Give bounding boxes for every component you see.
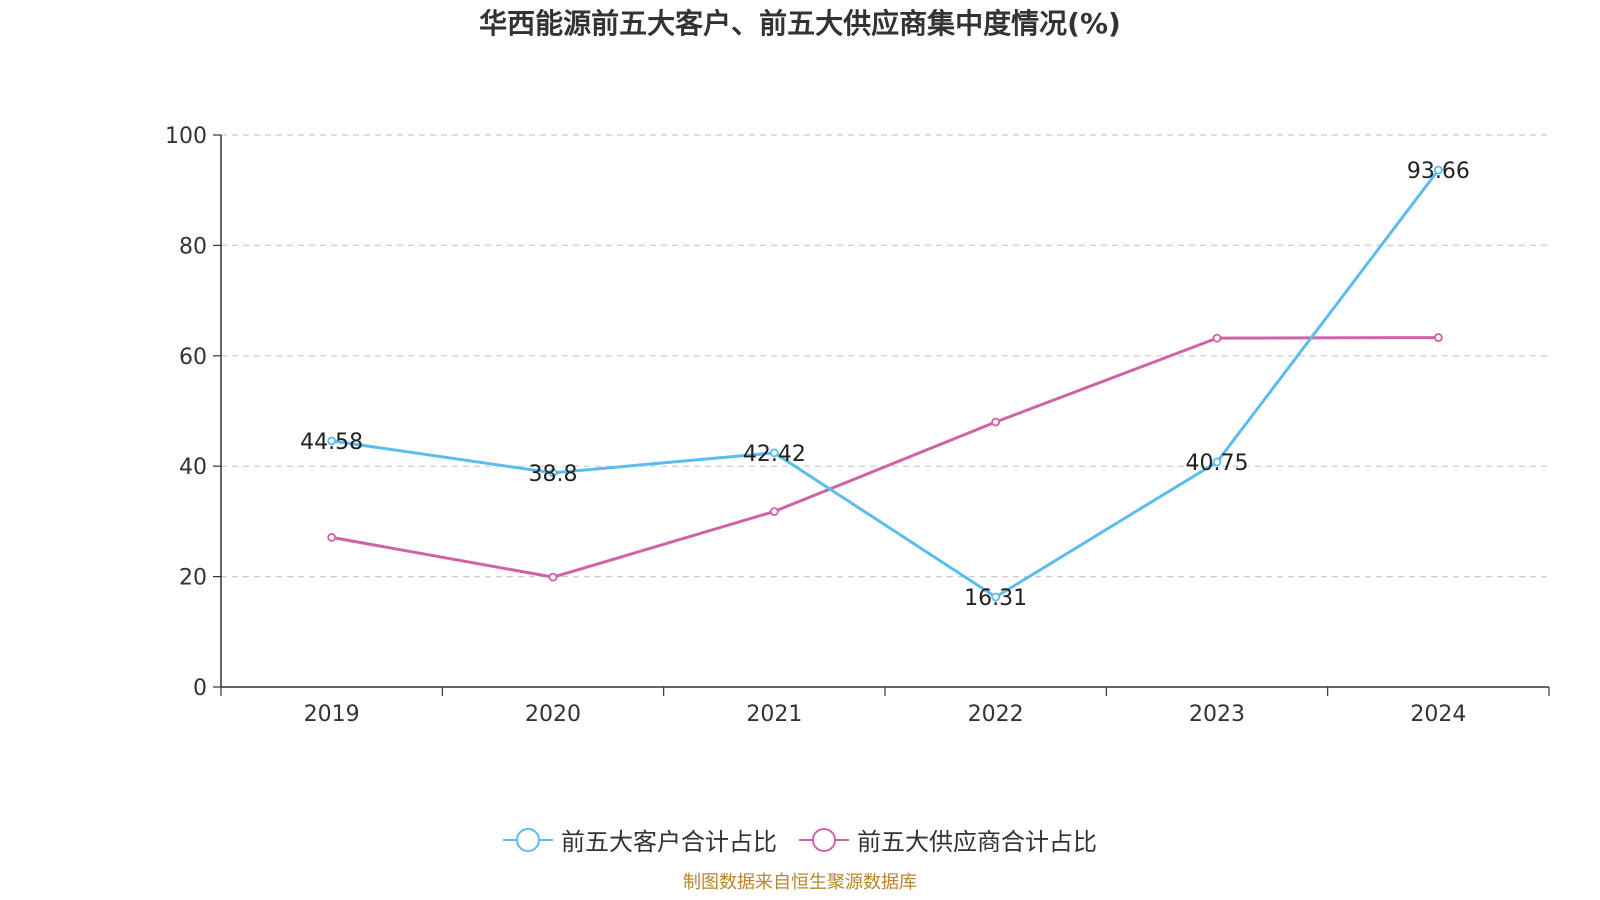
legend-swatch [503,827,553,852]
series [327,165,1443,602]
legend: 前五大客户合计占比 前五大供应商合计占比 [0,822,1600,857]
data-point [769,448,779,458]
data-point [327,436,337,446]
data-point [1212,333,1222,343]
y-tick-label: 0 [193,676,207,701]
data-point [327,533,337,542]
data-label: 93.66 [1407,159,1470,184]
data-label: 38.8 [529,462,578,487]
source-note: 制图数据来自恒生聚源数据库 [683,872,917,893]
legend-item[interactable]: 前五大供应商合计占比 [799,822,1097,857]
y-tick-label: 40 [179,455,207,480]
data-label: 40.75 [1186,451,1249,476]
y-tick-label: 80 [179,234,207,259]
data-label: 44.58 [300,430,363,455]
data-label: 16.31 [964,586,1027,611]
data-point [769,507,779,516]
grid-lines [221,134,1549,578]
series-line [331,169,1440,599]
data-point [991,417,1001,427]
y-tick-label: 60 [179,345,207,370]
x-tick-label: 2024 [1410,702,1466,727]
data-point [1433,165,1443,175]
legend-item[interactable]: 前五大客户合计占比 [503,822,777,857]
x-tick-label: 2019 [304,702,360,727]
data-point [548,572,558,582]
data-label: 42.42 [743,442,806,467]
legend-label: 前五大客户合计占比 [561,828,777,856]
y-tick-label: 100 [165,124,207,149]
data-point [1433,333,1443,342]
series-line [331,336,1439,579]
legend-swatch [799,827,849,852]
legend-label: 前五大供应商合计占比 [857,828,1097,856]
x-tick-label: 2022 [968,702,1024,727]
data-point [548,468,558,478]
data-labels: 44.58 38.8 42.42 16.31 40.75 93.66 [300,159,1470,611]
x-tick-label: 2023 [1189,702,1245,727]
chart-title: 华西能源前五大客户、前五大供应商集中度情况(%) [479,7,1121,40]
y-tick-label: 20 [179,566,207,591]
axes: 0 20 40 60 80 100 2019 2020 2021 2022 2023 2024 [165,124,1550,727]
x-tick-label: 2021 [746,702,802,727]
data-point [991,592,1001,602]
x-tick-label: 2020 [525,702,581,727]
data-point [1212,457,1222,467]
